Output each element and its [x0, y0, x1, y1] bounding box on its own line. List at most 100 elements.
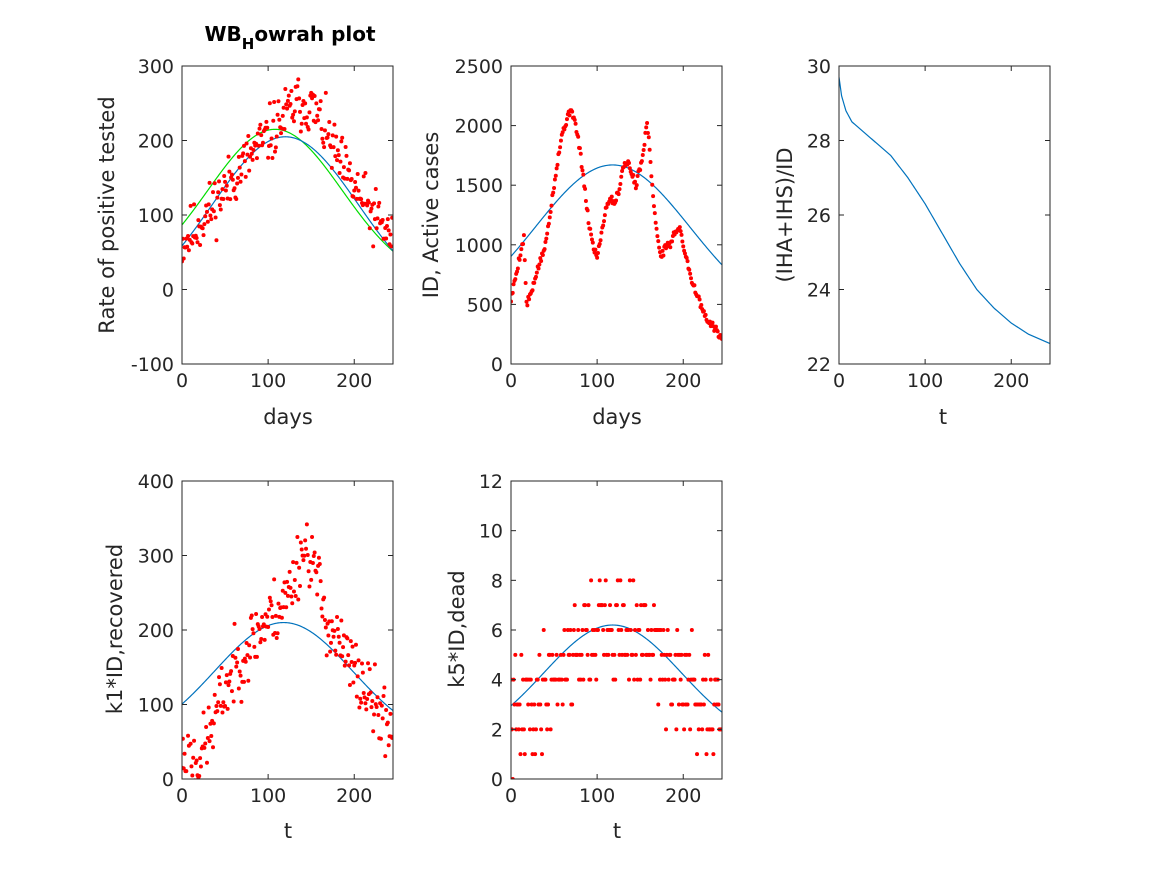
y-tick-label: 28 [807, 131, 831, 153]
subplot-4-point [335, 614, 340, 619]
subplot-4-point [385, 720, 390, 725]
subplot-1-point [242, 159, 247, 164]
x-tick-label: 0 [833, 370, 845, 392]
subplot-5-point [632, 677, 637, 682]
subplot-2-point [525, 303, 530, 308]
subplot-1-point [322, 128, 327, 133]
subplot-5-point [595, 628, 600, 632]
subplot-1-point [377, 200, 382, 205]
subplot-2-point [544, 236, 549, 241]
subplot-1-point [242, 143, 247, 148]
subplot-1-point [343, 145, 348, 150]
subplot-5-point [675, 628, 680, 632]
subplot-1-point [232, 186, 237, 191]
y-tick-label: 10 [479, 521, 503, 543]
subplot-2-point [646, 135, 651, 140]
subplot-4-point [243, 659, 248, 664]
subplot-2-point [511, 290, 515, 295]
subplot-1-point [201, 233, 206, 238]
subplot-2-point [601, 223, 606, 228]
subplot-1-point [389, 244, 393, 249]
subplot-1-point [237, 165, 242, 170]
subplot-1-point [380, 217, 385, 222]
subplot-2-point [703, 312, 708, 317]
subplot-2-point [710, 320, 715, 325]
subplot-4-point [343, 659, 348, 664]
subplot-5-point [561, 652, 566, 657]
subplot-5-point [661, 628, 666, 632]
subplot-4-point [347, 683, 352, 687]
subplot-1-point [205, 219, 210, 224]
subplot-1-xlabel: days [263, 405, 313, 429]
subplot-1-point [211, 190, 215, 195]
subplot-2-point [558, 138, 563, 143]
y-tick-label: 30 [807, 56, 831, 78]
subplot-2-point [562, 127, 567, 132]
subplot-4-point [189, 764, 194, 769]
subplot-1-point [185, 244, 190, 249]
subplot-1-point [295, 84, 300, 89]
subplot-4-point [367, 667, 372, 672]
subplot-5-point [585, 652, 590, 657]
subplot-2-point [583, 199, 588, 204]
subplot-1-point [384, 236, 389, 241]
subplot-2-point [545, 231, 550, 236]
subplot-5-point [543, 677, 548, 682]
subplot-4-point [328, 649, 333, 654]
subplot-2-point [685, 259, 690, 264]
subplot-1-point [285, 98, 290, 103]
subplot-5-point [609, 628, 614, 632]
subplot-5-point [555, 702, 560, 707]
subplot-2-point [530, 288, 535, 293]
subplot-2-point [651, 204, 656, 209]
subplot-4-point [194, 758, 199, 763]
subplot-2-point [527, 297, 532, 302]
y-tick-label: 200 [138, 131, 174, 153]
subplot-1-point [239, 172, 244, 177]
subplot-4-point [326, 633, 331, 638]
subplot-2-point [590, 240, 595, 245]
subplot-5-point [589, 578, 594, 583]
subplot-2-point [564, 117, 569, 122]
subplot-4-point [310, 534, 315, 539]
subplot-4-point [372, 662, 377, 667]
y-tick-label: -100 [131, 354, 174, 376]
subplot-5-point [518, 752, 523, 757]
subplot-1-point [304, 115, 309, 120]
subplot-5-point [706, 652, 711, 657]
subplot-5-point [526, 702, 531, 707]
subplot-2-point [523, 280, 528, 285]
subplot-4-xlabel: t [284, 819, 292, 843]
subplot-5-point [612, 652, 617, 657]
subplot-4-point [378, 736, 383, 741]
subplot-4-point [312, 550, 317, 555]
subplot-4-point [346, 653, 351, 658]
subplot-4-point [353, 660, 358, 665]
subplot-5-point [692, 677, 697, 682]
subplot-2-point [609, 194, 614, 199]
subplot-5-point [614, 603, 619, 608]
subplot-1-point [349, 177, 354, 182]
subplot-5-point [678, 677, 683, 682]
subplot-5-point [645, 628, 650, 632]
subplot-4-point [186, 733, 191, 738]
subplot-2-point [650, 182, 655, 187]
subplot-4-point [375, 695, 380, 700]
subplot-5-point [672, 677, 677, 682]
subplot-4-point [336, 634, 341, 639]
subplot-2-point [589, 237, 594, 242]
subplot-2-point [654, 226, 659, 231]
subplot-4-data [182, 522, 393, 779]
subplot-5-point [613, 677, 618, 682]
subplot-1-point [182, 236, 185, 241]
subplot-5-point [701, 702, 706, 707]
subplot-4-point [192, 738, 197, 743]
subplot-4-point [370, 699, 375, 704]
y-tick-label: 22 [807, 354, 831, 376]
subplot-5-point [663, 677, 668, 682]
subplot-4-point [279, 615, 284, 620]
subplot-5-point [711, 752, 716, 757]
subplot-4-point [376, 712, 381, 717]
subplot-2-point [651, 194, 656, 199]
subplot-2-point [679, 232, 684, 237]
